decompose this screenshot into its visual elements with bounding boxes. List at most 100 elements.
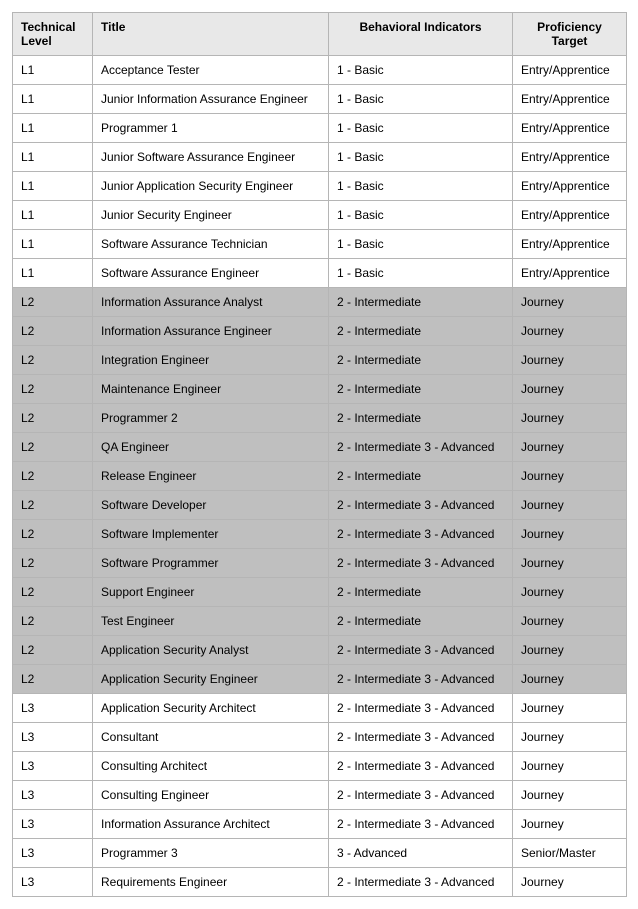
cell-proficiency: Entry/Apprentice [513,201,627,230]
cell-proficiency: Journey [513,375,627,404]
cell-title: Application Security Architect [93,694,329,723]
table-header-row: Technical Level Title Behavioral Indicat… [13,13,627,56]
cell-proficiency: Journey [513,549,627,578]
col-title: Title [93,13,329,56]
table-row: L2Software Programmer2 - Intermediate 3 … [13,549,627,578]
cell-level: L2 [13,404,93,433]
cell-proficiency: Journey [513,462,627,491]
cell-behavioral: 2 - Intermediate 3 - Advanced [329,491,513,520]
cell-behavioral: 1 - Basic [329,85,513,114]
cell-title: Information Assurance Analyst [93,288,329,317]
table-row: L3Application Security Architect2 - Inte… [13,694,627,723]
cell-behavioral: 2 - Intermediate [329,288,513,317]
cell-title: Test Engineer [93,607,329,636]
table-row: L3Programmer 33 - AdvancedSenior/Master [13,839,627,868]
cell-title: Acceptance Tester [93,56,329,85]
cell-behavioral: 2 - Intermediate 3 - Advanced [329,520,513,549]
table-row: L1Junior Information Assurance Engineer1… [13,85,627,114]
cell-level: L3 [13,810,93,839]
cell-title: Integration Engineer [93,346,329,375]
table-row: L3Consulting Engineer2 - Intermediate 3 … [13,781,627,810]
cell-level: L1 [13,259,93,288]
cell-behavioral: 2 - Intermediate 3 - Advanced [329,810,513,839]
cell-level: L3 [13,839,93,868]
cell-behavioral: 1 - Basic [329,143,513,172]
table-row: L1Junior Application Security Engineer1 … [13,172,627,201]
cell-title: Junior Information Assurance Engineer [93,85,329,114]
table-row: L2Information Assurance Analyst2 - Inter… [13,288,627,317]
cell-proficiency: Journey [513,404,627,433]
table-row: L2Maintenance Engineer2 - IntermediateJo… [13,375,627,404]
cell-proficiency: Journey [513,868,627,897]
table-row: L2Application Security Engineer2 - Inter… [13,665,627,694]
table-row: L3Consulting Architect2 - Intermediate 3… [13,752,627,781]
cell-proficiency: Entry/Apprentice [513,172,627,201]
cell-behavioral: 1 - Basic [329,201,513,230]
cell-proficiency: Journey [513,665,627,694]
cell-level: L1 [13,201,93,230]
cell-title: Application Security Engineer [93,665,329,694]
col-proficiency: Proficiency Target [513,13,627,56]
cell-level: L2 [13,375,93,404]
cell-title: Requirements Engineer [93,868,329,897]
table-row: L3Information Assurance Architect2 - Int… [13,810,627,839]
cell-proficiency: Journey [513,433,627,462]
cell-title: Software Assurance Technician [93,230,329,259]
cell-title: Software Assurance Engineer [93,259,329,288]
cell-proficiency: Entry/Apprentice [513,143,627,172]
col-proficiency-l1: Proficiency [521,20,618,34]
cell-behavioral: 2 - Intermediate [329,317,513,346]
cell-behavioral: 2 - Intermediate 3 - Advanced [329,723,513,752]
cell-level: L2 [13,433,93,462]
cell-proficiency: Senior/Master [513,839,627,868]
cell-title: Programmer 3 [93,839,329,868]
cell-level: L2 [13,520,93,549]
cell-title: Software Programmer [93,549,329,578]
table-row: L2Support Engineer2 - IntermediateJourne… [13,578,627,607]
cell-behavioral: 1 - Basic [329,56,513,85]
cell-level: L3 [13,752,93,781]
cell-level: L2 [13,607,93,636]
cell-proficiency: Journey [513,491,627,520]
cell-level: L1 [13,114,93,143]
cell-behavioral: 2 - Intermediate [329,375,513,404]
col-technical-level: Technical Level [13,13,93,56]
table-row: L2Application Security Analyst2 - Interm… [13,636,627,665]
cell-behavioral: 2 - Intermediate 3 - Advanced [329,665,513,694]
cell-title: Software Implementer [93,520,329,549]
cell-proficiency: Entry/Apprentice [513,114,627,143]
cell-proficiency: Journey [513,636,627,665]
cell-level: L2 [13,665,93,694]
cell-title: Junior Security Engineer [93,201,329,230]
table-row: L2Information Assurance Engineer2 - Inte… [13,317,627,346]
cell-proficiency: Entry/Apprentice [513,85,627,114]
cell-behavioral: 2 - Intermediate 3 - Advanced [329,694,513,723]
cell-proficiency: Journey [513,694,627,723]
table-row: L2Software Implementer2 - Intermediate 3… [13,520,627,549]
cell-title: Consulting Engineer [93,781,329,810]
cell-proficiency: Journey [513,607,627,636]
table-row: L3Consultant2 - Intermediate 3 - Advance… [13,723,627,752]
cell-behavioral: 2 - Intermediate [329,346,513,375]
table-row: L1Software Assurance Engineer1 - BasicEn… [13,259,627,288]
cell-level: L2 [13,462,93,491]
table-row: L2Test Engineer2 - IntermediateJourney [13,607,627,636]
table-row: L2Software Developer2 - Intermediate 3 -… [13,491,627,520]
cell-behavioral: 1 - Basic [329,172,513,201]
cell-level: L3 [13,781,93,810]
table-row: L1Software Assurance Technician1 - Basic… [13,230,627,259]
cell-proficiency: Journey [513,288,627,317]
cell-behavioral: 2 - Intermediate [329,462,513,491]
table-row: L1Junior Software Assurance Engineer1 - … [13,143,627,172]
col-technical-level-l2: Level [21,34,84,48]
cell-proficiency: Entry/Apprentice [513,56,627,85]
cell-level: L3 [13,694,93,723]
cell-level: L2 [13,491,93,520]
table-row: L2QA Engineer2 - Intermediate 3 - Advanc… [13,433,627,462]
cell-behavioral: 1 - Basic [329,259,513,288]
cell-title: Software Developer [93,491,329,520]
cell-proficiency: Journey [513,317,627,346]
table-row: L2Integration Engineer2 - IntermediateJo… [13,346,627,375]
cell-behavioral: 1 - Basic [329,230,513,259]
cell-title: Consulting Architect [93,752,329,781]
